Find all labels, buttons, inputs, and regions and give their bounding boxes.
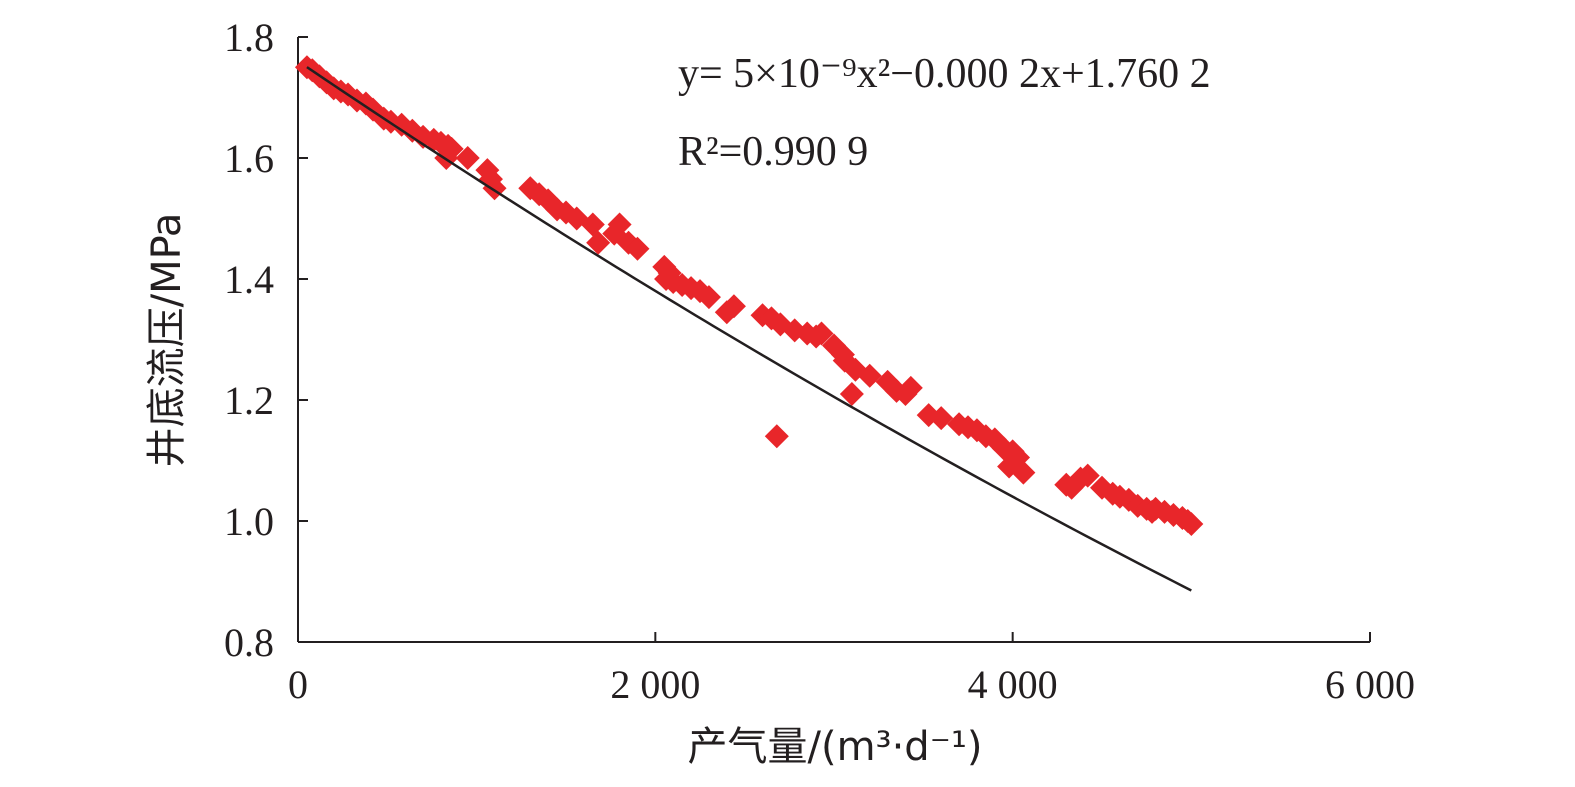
x-tick-label: 6 000: [1325, 662, 1415, 707]
data-point: [809, 321, 834, 346]
trendline: [306, 66, 1192, 592]
y-ticks: 0.8 1.0 1.2 1.4 1.6 1.8: [224, 15, 308, 665]
y-tick-label: 1.2: [224, 378, 274, 423]
data-point: [764, 424, 789, 449]
data-point: [439, 136, 464, 161]
x-axis-title: 产气量/(m³·d⁻¹): [688, 724, 983, 770]
x-tick-label: 4 000: [968, 662, 1058, 707]
data-point: [898, 375, 923, 400]
data-point: [580, 212, 605, 237]
data-point: [839, 381, 864, 406]
data-point: [625, 236, 650, 261]
y-tick-label: 1.4: [224, 257, 274, 302]
equation-label: y= 5×10⁻⁹x²−0.000 2x+1.760 2: [678, 51, 1211, 97]
y-axis-title: 井底流压/MPa: [144, 213, 190, 468]
axes: [297, 37, 1370, 643]
data-point: [1075, 463, 1100, 488]
data-point: [455, 146, 480, 170]
data-point: [1011, 460, 1036, 485]
data-point: [721, 294, 746, 319]
x-tick-label: 2 000: [610, 662, 700, 707]
data-point: [389, 112, 414, 137]
r-squared-label: R²=0.990 9: [678, 129, 868, 175]
data-point: [1179, 512, 1204, 537]
y-tick-label: 0.8: [224, 620, 274, 665]
scatter-points: [294, 55, 1204, 537]
data-point: [696, 285, 721, 310]
x-tick-label: 0: [288, 662, 308, 707]
y-tick-label: 1.6: [224, 136, 274, 181]
x-ticks: 0 2 000 4 000 6 000: [288, 632, 1415, 707]
y-tick-label: 1.0: [224, 499, 274, 544]
data-point: [607, 212, 632, 237]
data-point: [586, 230, 611, 255]
y-tick-label: 1.8: [224, 15, 274, 60]
